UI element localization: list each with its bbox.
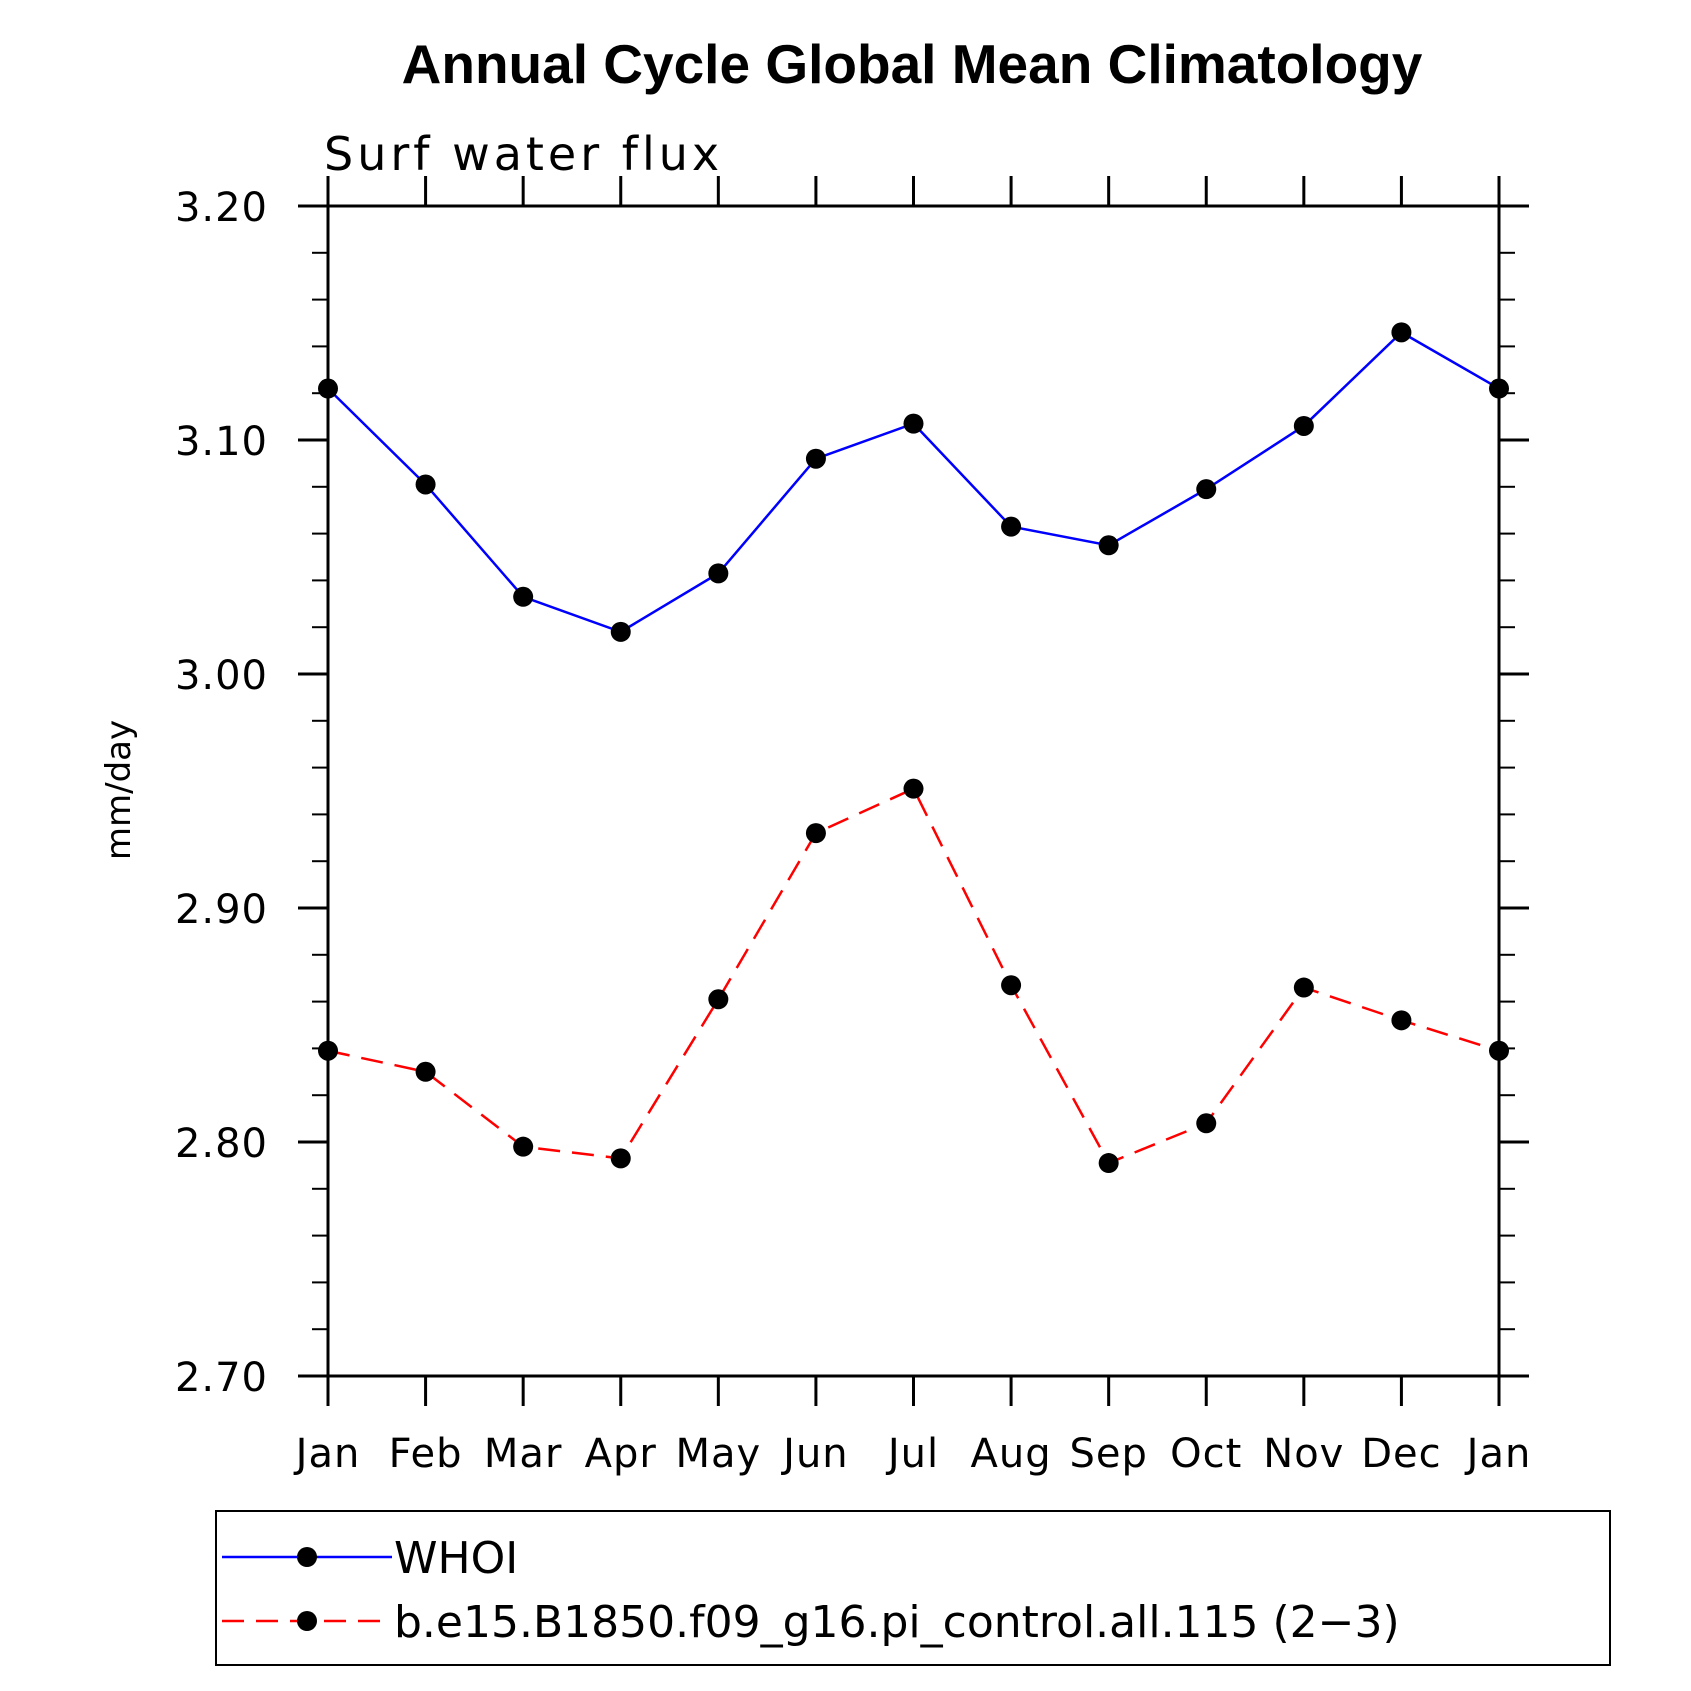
- series-lines: [327, 330, 1500, 1165]
- x-tick-label: Jun: [780, 1431, 849, 1477]
- data-point: [1196, 479, 1217, 500]
- data-point: [1098, 1153, 1119, 1174]
- plot-frame: [326, 204, 1501, 1378]
- x-tick-label: Jan: [1464, 1431, 1532, 1477]
- data-point: [1001, 975, 1022, 996]
- series-line-1: [327, 330, 1500, 634]
- data-point: [610, 621, 631, 642]
- x-tick-label: Feb: [389, 1431, 463, 1477]
- data-point: [1196, 1113, 1217, 1134]
- data-point: [415, 1061, 436, 1082]
- data-point: [415, 474, 436, 495]
- y-tick-label: 2.80: [175, 1121, 268, 1167]
- legend-marker-1: [297, 1547, 317, 1567]
- x-tick-label: Aug: [971, 1431, 1052, 1477]
- x-tick-label: Dec: [1361, 1431, 1441, 1477]
- chart-title: Annual Cycle Global Mean Climatology: [402, 33, 1423, 95]
- y-tick-label: 2.70: [175, 1355, 268, 1401]
- data-point: [805, 823, 826, 844]
- data-point: [1489, 378, 1509, 399]
- x-tick-label: Jul: [885, 1431, 939, 1477]
- x-tick-label: May: [675, 1431, 761, 1477]
- data-point: [1293, 415, 1314, 436]
- legend-marker-2: [297, 1611, 317, 1631]
- legend-label-1: WHOI: [394, 1533, 518, 1584]
- data-point: [1098, 535, 1119, 556]
- x-tick-label: Nov: [1263, 1431, 1344, 1477]
- x-tick-label: Jan: [293, 1431, 361, 1477]
- data-point: [1391, 1010, 1412, 1031]
- data-point: [1489, 1040, 1509, 1061]
- legend-box: [215, 1510, 1611, 1666]
- data-point: [708, 563, 729, 584]
- y-tick-label: 3.20: [175, 185, 268, 231]
- data-point: [610, 1148, 631, 1169]
- data-point: [513, 1136, 534, 1157]
- data-point: [708, 989, 729, 1010]
- x-tick-label: Mar: [484, 1431, 562, 1477]
- series-markers: [318, 322, 1509, 1174]
- x-tick-label: Sep: [1069, 1431, 1147, 1477]
- data-point: [903, 778, 924, 799]
- x-tick-label: Oct: [1170, 1431, 1242, 1477]
- legend: WHOI b.e15.B1850.f09_g16.pi_control.all.1…: [215, 1510, 1611, 1666]
- y-tick-label: 3.10: [175, 419, 268, 465]
- tick-labels: Jan Feb Mar Apr May Jun Jul Aug Sep Oct Nov Dec Jan 2…: [175, 185, 1532, 1477]
- data-point: [513, 586, 534, 607]
- y-axis-label: mm/day: [99, 720, 139, 860]
- y-tick-label: 3.00: [175, 653, 268, 699]
- data-point: [318, 378, 338, 399]
- data-point: [1001, 516, 1022, 537]
- legend-label-2: b.e15.B1850.f09_g16.pi_control.all.115 (…: [394, 1597, 1400, 1648]
- chart-subtitle: Surf water flux: [324, 127, 723, 181]
- series-line-2: [327, 787, 1500, 1165]
- data-point: [1293, 977, 1314, 998]
- data-point: [1391, 322, 1412, 343]
- y-tick-label: 2.90: [175, 887, 268, 933]
- data-point: [903, 413, 924, 434]
- x-tick-label: Apr: [585, 1431, 657, 1477]
- data-point: [805, 448, 826, 469]
- data-point: [318, 1040, 338, 1061]
- axis-ticks: [298, 176, 1529, 1406]
